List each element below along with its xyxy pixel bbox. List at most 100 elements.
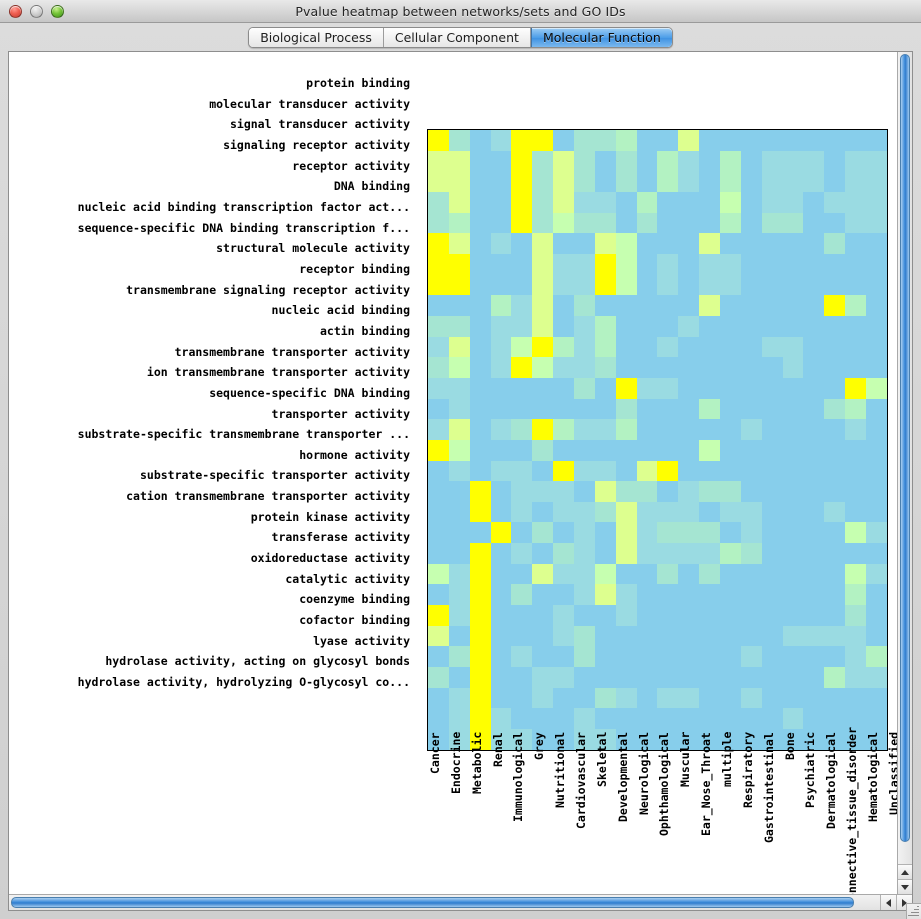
heatmap-cell[interactable] bbox=[782, 729, 804, 750]
heatmap-cell[interactable] bbox=[740, 233, 762, 254]
heatmap-cell[interactable] bbox=[720, 191, 741, 213]
heatmap-cell[interactable] bbox=[699, 274, 721, 296]
heatmap-cell[interactable] bbox=[782, 605, 804, 626]
heatmap-cell[interactable] bbox=[678, 687, 700, 709]
heatmap-cell[interactable] bbox=[553, 439, 575, 461]
heatmap-cell[interactable] bbox=[761, 212, 783, 234]
heatmap-cell[interactable] bbox=[740, 667, 762, 688]
heatmap-cell[interactable] bbox=[699, 543, 721, 564]
heatmap-cell[interactable] bbox=[532, 253, 554, 275]
heatmap-cell[interactable] bbox=[678, 130, 700, 151]
heatmap-cell[interactable] bbox=[490, 398, 512, 420]
heatmap-cell[interactable] bbox=[657, 667, 679, 688]
heatmap-cell[interactable] bbox=[574, 130, 595, 151]
heatmap-cell[interactable] bbox=[657, 253, 679, 275]
heatmap-cell[interactable] bbox=[824, 481, 846, 502]
heatmap-cell[interactable] bbox=[636, 460, 658, 482]
heatmap-cell[interactable] bbox=[636, 336, 658, 358]
heatmap-cell[interactable] bbox=[553, 336, 575, 358]
title-bar[interactable]: Pvalue heatmap between networks/sets and… bbox=[0, 0, 921, 23]
heatmap-cell[interactable] bbox=[866, 708, 887, 730]
heatmap-cell[interactable] bbox=[824, 274, 846, 296]
heatmap-cell[interactable] bbox=[699, 646, 721, 668]
heatmap-cell[interactable] bbox=[845, 191, 867, 213]
heatmap-cell[interactable] bbox=[782, 377, 804, 399]
heatmap-cell[interactable] bbox=[511, 336, 533, 358]
heatmap-cell[interactable] bbox=[594, 315, 616, 337]
heatmap-grid[interactable] bbox=[427, 129, 888, 751]
heatmap-cell[interactable] bbox=[532, 315, 554, 337]
heatmap-cell[interactable] bbox=[532, 377, 554, 399]
heatmap-cell[interactable] bbox=[720, 708, 741, 730]
heatmap-cell[interactable] bbox=[824, 605, 846, 626]
heatmap-cell[interactable] bbox=[699, 522, 721, 544]
heatmap-cell[interactable] bbox=[490, 253, 512, 275]
heatmap-cell[interactable] bbox=[740, 274, 762, 296]
heatmap-cell[interactable] bbox=[428, 191, 449, 213]
heatmap-cell[interactable] bbox=[553, 667, 575, 688]
heatmap-cell[interactable] bbox=[866, 501, 887, 523]
zoom-button[interactable] bbox=[51, 4, 64, 18]
heatmap-cell[interactable] bbox=[553, 460, 575, 482]
heatmap-cell[interactable] bbox=[761, 687, 783, 709]
heatmap-cell[interactable] bbox=[615, 150, 637, 172]
heatmap-cell[interactable] bbox=[469, 150, 491, 172]
heatmap-cell[interactable] bbox=[636, 315, 658, 337]
heatmap-cell[interactable] bbox=[782, 460, 804, 482]
heatmap-cell[interactable] bbox=[428, 646, 449, 668]
heatmap-cell[interactable] bbox=[740, 729, 762, 750]
heatmap-cell[interactable] bbox=[532, 543, 554, 564]
heatmap-cell[interactable] bbox=[448, 625, 470, 647]
heatmap-cell[interactable] bbox=[448, 150, 470, 172]
heatmap-cell[interactable] bbox=[720, 253, 741, 275]
heatmap-cell[interactable] bbox=[553, 315, 575, 337]
heatmap-cell[interactable] bbox=[511, 357, 533, 378]
heatmap-cell[interactable] bbox=[824, 439, 846, 461]
heatmap-cell[interactable] bbox=[428, 460, 449, 482]
heatmap-cell[interactable] bbox=[574, 377, 595, 399]
heatmap-cell[interactable] bbox=[615, 605, 637, 626]
heatmap-cell[interactable] bbox=[574, 419, 595, 440]
heatmap-cell[interactable] bbox=[574, 729, 595, 750]
heatmap-cell[interactable] bbox=[532, 398, 554, 420]
heatmap-cell[interactable] bbox=[574, 687, 595, 709]
heatmap-cell[interactable] bbox=[448, 439, 470, 461]
heatmap-cell[interactable] bbox=[490, 357, 512, 378]
heatmap-cell[interactable] bbox=[699, 563, 721, 585]
heatmap-cell[interactable] bbox=[636, 625, 658, 647]
heatmap-cell[interactable] bbox=[469, 336, 491, 358]
heatmap-cell[interactable] bbox=[594, 357, 616, 378]
heatmap-cell[interactable] bbox=[594, 667, 616, 688]
heatmap-cell[interactable] bbox=[740, 295, 762, 316]
heatmap-cell[interactable] bbox=[824, 646, 846, 668]
heatmap-cell[interactable] bbox=[594, 233, 616, 254]
heatmap-cell[interactable] bbox=[490, 295, 512, 316]
heatmap-cell[interactable] bbox=[657, 729, 679, 750]
heatmap-cell[interactable] bbox=[428, 295, 449, 316]
heatmap-cell[interactable] bbox=[490, 563, 512, 585]
heatmap-cell[interactable] bbox=[636, 667, 658, 688]
heatmap-cell[interactable] bbox=[782, 295, 804, 316]
heatmap-cell[interactable] bbox=[740, 522, 762, 544]
heatmap-cell[interactable] bbox=[553, 708, 575, 730]
heatmap-cell[interactable] bbox=[740, 171, 762, 192]
heatmap-cell[interactable] bbox=[761, 543, 783, 564]
heatmap-cell[interactable] bbox=[636, 191, 658, 213]
heatmap-cell[interactable] bbox=[678, 357, 700, 378]
heatmap-cell[interactable] bbox=[553, 543, 575, 564]
heatmap-cell[interactable] bbox=[657, 336, 679, 358]
heatmap-cell[interactable] bbox=[594, 295, 616, 316]
heatmap-cell[interactable] bbox=[615, 522, 637, 544]
heatmap-cell[interactable] bbox=[615, 460, 637, 482]
heatmap-cell[interactable] bbox=[511, 377, 533, 399]
heatmap-cell[interactable] bbox=[782, 708, 804, 730]
heatmap-cell[interactable] bbox=[699, 233, 721, 254]
heatmap-cell[interactable] bbox=[803, 171, 825, 192]
heatmap-cell[interactable] bbox=[615, 336, 637, 358]
heatmap-cell[interactable] bbox=[532, 522, 554, 544]
heatmap-cell[interactable] bbox=[615, 419, 637, 440]
heatmap-cell[interactable] bbox=[490, 274, 512, 296]
heatmap-cell[interactable] bbox=[553, 729, 575, 750]
heatmap-cell[interactable] bbox=[553, 150, 575, 172]
heatmap-cell[interactable] bbox=[448, 605, 470, 626]
